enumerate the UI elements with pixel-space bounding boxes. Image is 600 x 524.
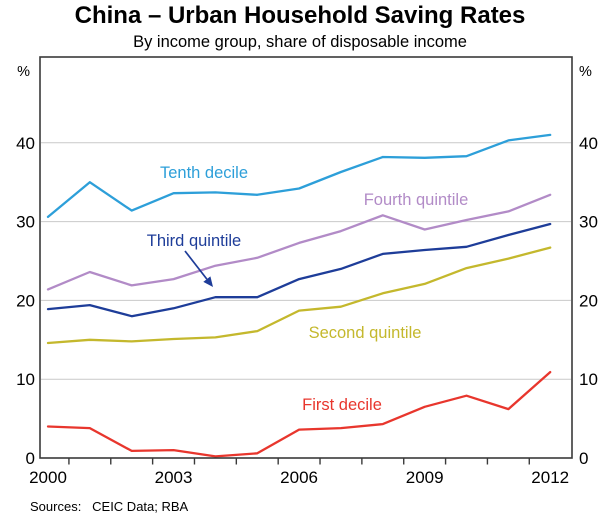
annotation-arrow-shaft bbox=[184, 250, 208, 280]
x-axis-label-2003: 2003 bbox=[155, 468, 193, 487]
series-label-second-quintile: Second quintile bbox=[309, 324, 422, 342]
series-line-first-decile bbox=[46, 370, 552, 458]
x-axis-label-2012: 2012 bbox=[531, 468, 569, 487]
series-line-fourth-quintile bbox=[46, 193, 552, 291]
series-label-fourth-quintile: Fourth quintile bbox=[364, 191, 469, 209]
y-axis-label-right-0: 0 bbox=[579, 449, 588, 468]
y-axis-label-right-30: 30 bbox=[579, 213, 598, 232]
y-axis-label-left-10: 10 bbox=[16, 370, 35, 389]
y-axis-label-left-0: 0 bbox=[26, 449, 35, 468]
y-axis-label-left-20: 20 bbox=[16, 291, 35, 310]
x-axis-label-2009: 2009 bbox=[406, 468, 444, 487]
y-unit-right: % bbox=[579, 64, 592, 80]
y-axis-label-right-40: 40 bbox=[579, 134, 598, 153]
series-label-third-quintile: Third quintile bbox=[147, 232, 241, 250]
series-label-tenth-decile: Tenth decile bbox=[160, 164, 248, 182]
y-unit-left: % bbox=[17, 64, 30, 80]
source-note: Sources: CEIC Data; RBA bbox=[30, 499, 189, 514]
series-line-third-quintile bbox=[46, 222, 552, 318]
annotation-arrow-head bbox=[203, 276, 213, 287]
y-axis-label-left-30: 30 bbox=[16, 213, 35, 232]
chart-title: China – Urban Household Saving Rates bbox=[74, 2, 526, 29]
y-axis-label-right-10: 10 bbox=[579, 370, 598, 389]
y-axis-label-left-40: 40 bbox=[16, 134, 35, 153]
x-axis-label-2000: 2000 bbox=[29, 468, 67, 487]
series-label-first-decile: First decile bbox=[302, 396, 382, 414]
plot-frame bbox=[39, 56, 573, 459]
series-line-second-quintile bbox=[46, 246, 552, 345]
chart-subtitle: By income group, share of disposable inc… bbox=[133, 33, 467, 51]
y-axis-label-right-20: 20 bbox=[579, 291, 598, 310]
series-line-tenth-decile bbox=[46, 133, 552, 219]
x-axis-label-2006: 2006 bbox=[280, 468, 318, 487]
